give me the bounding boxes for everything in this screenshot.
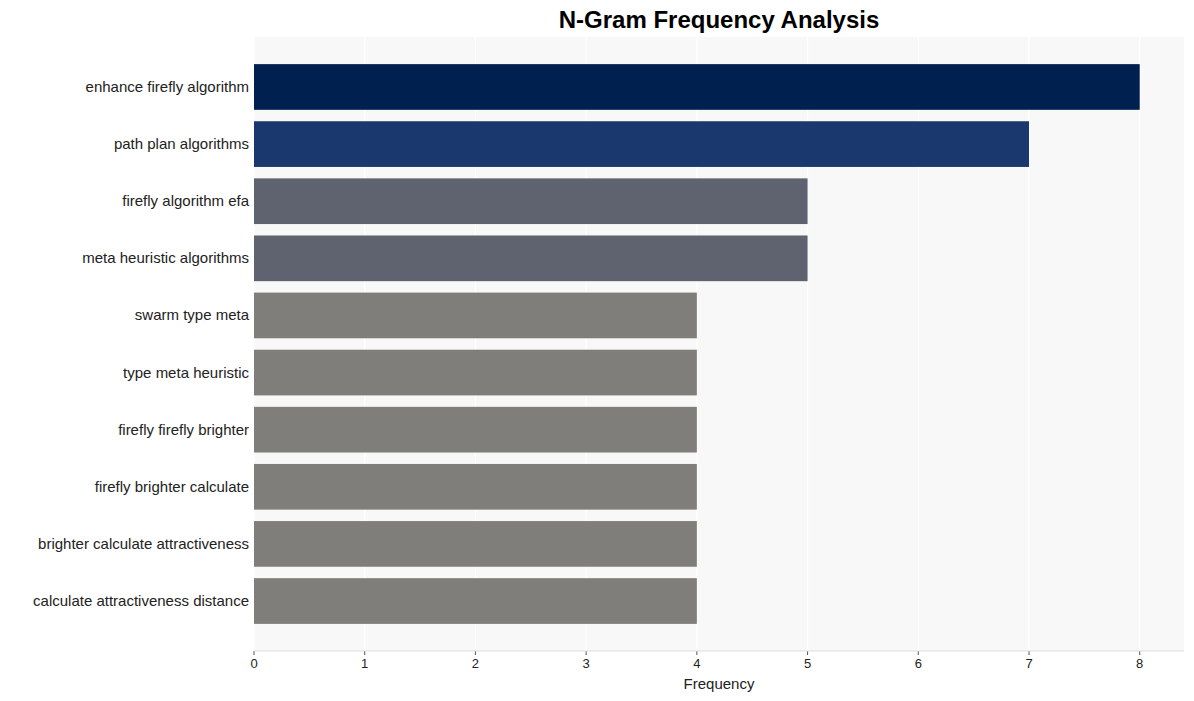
tick-label: 3 — [583, 656, 590, 671]
tick-label: 4 — [693, 656, 700, 671]
bar — [254, 64, 1140, 110]
bar — [254, 350, 697, 396]
category-label: meta heuristic algorithms — [82, 249, 249, 266]
bar — [254, 578, 697, 624]
tick-mark — [696, 651, 697, 655]
category-label: brighter calculate attractiveness — [38, 535, 249, 552]
tick-label: 7 — [1025, 656, 1032, 671]
tick-label: 6 — [915, 656, 922, 671]
category-label: firefly brighter calculate — [95, 478, 249, 495]
chart: 0 1 2 3 4 5 6 7 8 enhance firefly algorithm path p… — [0, 0, 1194, 701]
tick-label: 0 — [250, 656, 257, 671]
tick-mark — [918, 651, 919, 655]
tick-label: 2 — [472, 656, 479, 671]
tick-mark — [364, 651, 365, 655]
grid-line — [1139, 37, 1140, 651]
bar — [254, 178, 808, 224]
x-axis-label: Frequency — [684, 675, 755, 692]
bar — [254, 235, 808, 281]
bar — [254, 521, 697, 567]
tick-mark — [475, 651, 476, 655]
category-label: calculate attractiveness distance — [33, 592, 249, 609]
tick-mark — [254, 651, 255, 655]
title: N-Gram Frequency Analysis — [559, 6, 880, 33]
plot-background — [254, 37, 1184, 651]
tick-mark — [586, 651, 587, 655]
category-label: enhance firefly algorithm — [86, 78, 249, 95]
bar — [254, 293, 697, 339]
tick-label: 5 — [804, 656, 811, 671]
x-axis-line — [254, 651, 1184, 652]
tick-mark — [1139, 651, 1140, 655]
bar — [254, 464, 697, 510]
category-label: swarm type meta — [135, 306, 250, 323]
tick-mark — [807, 651, 808, 655]
bars — [254, 64, 1140, 624]
bar — [254, 407, 697, 453]
category-label: path plan algorithms — [114, 135, 249, 152]
tick-mark — [1029, 651, 1030, 655]
category-label: firefly firefly brighter — [118, 421, 249, 438]
category-label: firefly algorithm efa — [122, 192, 249, 209]
tick-label: 1 — [361, 656, 368, 671]
bar — [254, 121, 1029, 167]
category-label: type meta heuristic — [123, 364, 249, 381]
tick-label: 8 — [1136, 656, 1143, 671]
